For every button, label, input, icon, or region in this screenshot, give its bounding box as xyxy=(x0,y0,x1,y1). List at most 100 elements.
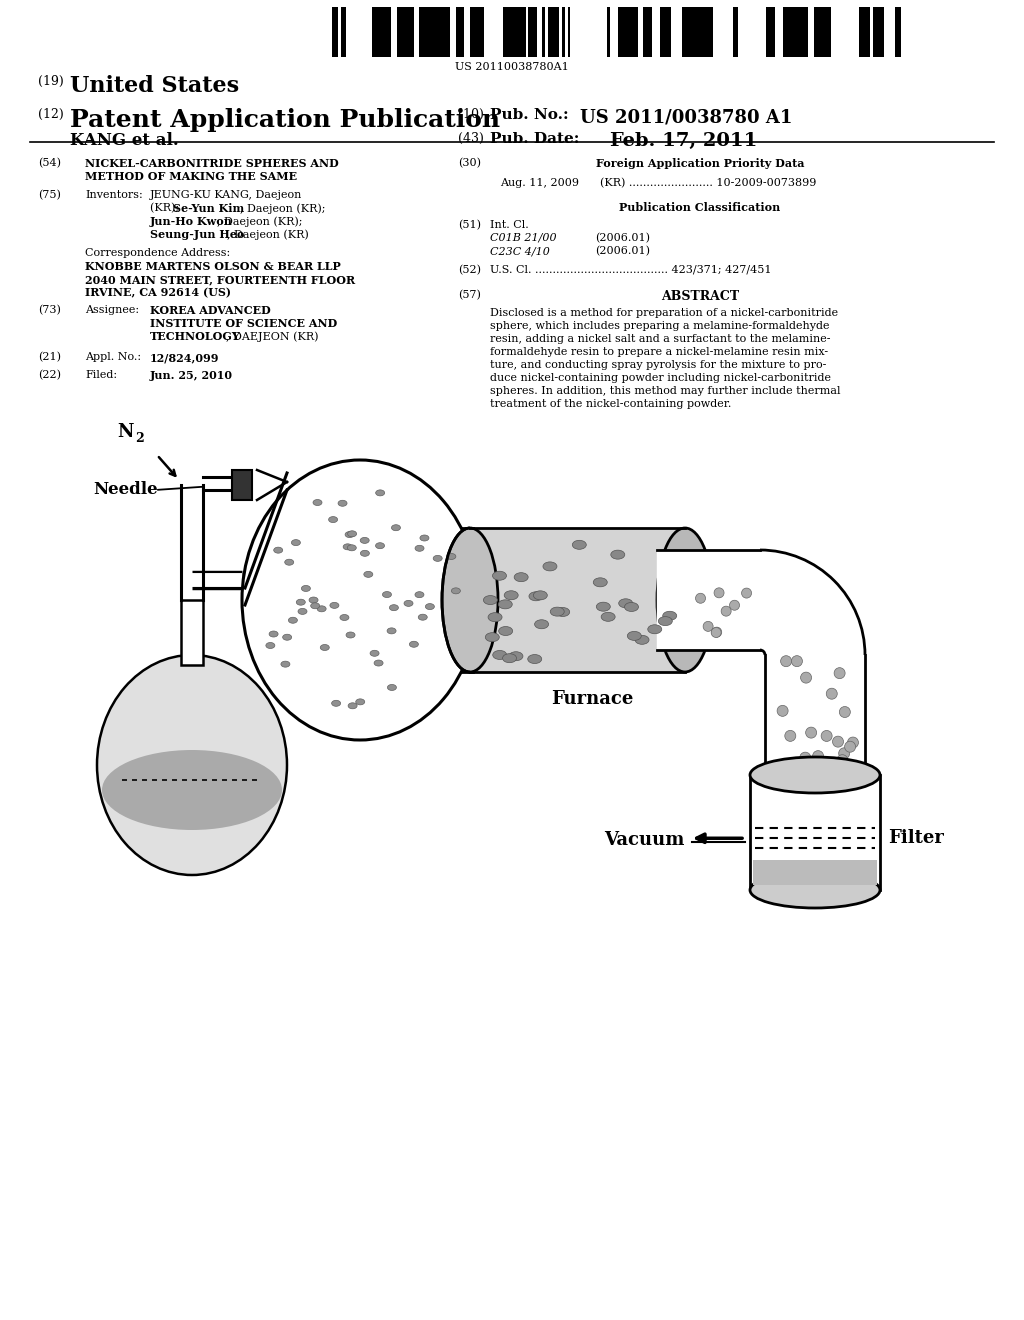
Bar xyxy=(663,7,669,57)
Bar xyxy=(750,7,758,57)
Ellipse shape xyxy=(360,550,370,556)
Bar xyxy=(814,7,817,57)
Ellipse shape xyxy=(370,651,379,656)
Bar xyxy=(819,7,822,57)
Text: Seung-Jun Heo: Seung-Jun Heo xyxy=(150,228,245,240)
Circle shape xyxy=(848,737,858,748)
Bar xyxy=(861,7,867,57)
Ellipse shape xyxy=(425,603,434,610)
Bar xyxy=(629,7,632,57)
Ellipse shape xyxy=(442,528,498,672)
Text: United States: United States xyxy=(70,75,240,96)
Bar xyxy=(461,7,464,57)
Text: (57): (57) xyxy=(458,290,481,301)
Bar xyxy=(386,7,391,57)
Ellipse shape xyxy=(415,591,424,598)
Bar xyxy=(682,7,688,57)
Bar xyxy=(845,7,848,57)
Ellipse shape xyxy=(543,562,557,570)
Bar xyxy=(607,7,609,57)
Ellipse shape xyxy=(317,606,326,611)
Ellipse shape xyxy=(529,591,543,601)
Text: (43): (43) xyxy=(458,132,484,145)
Bar xyxy=(733,7,735,57)
Bar xyxy=(330,7,333,57)
Ellipse shape xyxy=(493,572,507,581)
Ellipse shape xyxy=(102,750,282,830)
Bar xyxy=(369,7,372,57)
Ellipse shape xyxy=(347,531,356,537)
Text: (51): (51) xyxy=(458,220,481,230)
Ellipse shape xyxy=(242,459,478,741)
Bar xyxy=(377,7,383,57)
Circle shape xyxy=(703,622,713,631)
Bar xyxy=(514,7,517,57)
Bar xyxy=(498,7,503,57)
Text: Aug. 11, 2009: Aug. 11, 2009 xyxy=(500,178,579,187)
Bar xyxy=(509,7,514,57)
Ellipse shape xyxy=(556,607,569,616)
Ellipse shape xyxy=(266,643,274,648)
Text: Appl. No.:: Appl. No.: xyxy=(85,352,141,362)
Ellipse shape xyxy=(355,698,365,705)
Bar xyxy=(669,7,671,57)
Bar xyxy=(671,7,674,57)
Ellipse shape xyxy=(404,601,413,606)
Ellipse shape xyxy=(374,660,383,667)
Bar xyxy=(489,7,498,57)
Circle shape xyxy=(801,672,812,684)
Bar xyxy=(357,7,364,57)
Ellipse shape xyxy=(446,553,456,560)
Bar xyxy=(753,861,877,884)
Ellipse shape xyxy=(572,540,587,549)
Ellipse shape xyxy=(310,603,319,609)
Ellipse shape xyxy=(625,602,639,611)
Bar xyxy=(808,7,814,57)
Ellipse shape xyxy=(382,591,391,598)
Ellipse shape xyxy=(596,602,610,611)
Ellipse shape xyxy=(750,756,880,793)
Text: resin, adding a nickel salt and a surfactant to the melamine-: resin, adding a nickel salt and a surfac… xyxy=(490,334,830,345)
Bar xyxy=(318,7,322,57)
Text: KNOBBE MARTENS OLSON & BEAR LLP: KNOBBE MARTENS OLSON & BEAR LLP xyxy=(85,261,341,272)
Ellipse shape xyxy=(340,615,349,620)
Ellipse shape xyxy=(750,873,880,908)
Ellipse shape xyxy=(534,591,547,599)
Text: TECHNOLOGY: TECHNOLOGY xyxy=(150,331,241,342)
Bar xyxy=(872,7,876,57)
Text: Filter: Filter xyxy=(888,829,944,847)
Ellipse shape xyxy=(415,545,424,552)
Ellipse shape xyxy=(527,655,542,664)
Text: (75): (75) xyxy=(38,190,60,201)
Text: Filed:: Filed: xyxy=(85,370,117,380)
Ellipse shape xyxy=(509,652,523,661)
Bar xyxy=(517,7,523,57)
Text: Pub. No.:: Pub. No.: xyxy=(490,108,568,121)
Bar xyxy=(870,7,872,57)
Polygon shape xyxy=(760,550,865,655)
Bar xyxy=(853,7,859,57)
Bar xyxy=(322,7,330,57)
Ellipse shape xyxy=(535,620,549,628)
Ellipse shape xyxy=(321,644,330,651)
Ellipse shape xyxy=(347,545,356,550)
Text: spheres. In addition, this method may further include thermal: spheres. In addition, this method may fu… xyxy=(490,385,841,396)
Circle shape xyxy=(714,587,724,598)
Bar xyxy=(713,7,719,57)
Bar xyxy=(830,7,837,57)
Circle shape xyxy=(792,656,803,667)
Ellipse shape xyxy=(503,653,516,663)
Ellipse shape xyxy=(657,528,713,672)
Ellipse shape xyxy=(348,702,357,709)
Text: METHOD OF MAKING THE SAME: METHOD OF MAKING THE SAME xyxy=(85,172,297,182)
Bar xyxy=(346,7,354,57)
Ellipse shape xyxy=(376,543,385,549)
Bar xyxy=(475,7,478,57)
Text: Patent Application Publication: Patent Application Publication xyxy=(70,108,500,132)
Bar xyxy=(859,7,861,57)
Ellipse shape xyxy=(283,634,292,640)
Ellipse shape xyxy=(601,612,615,622)
Bar xyxy=(621,7,624,57)
Circle shape xyxy=(729,601,739,610)
Text: N: N xyxy=(117,422,133,441)
